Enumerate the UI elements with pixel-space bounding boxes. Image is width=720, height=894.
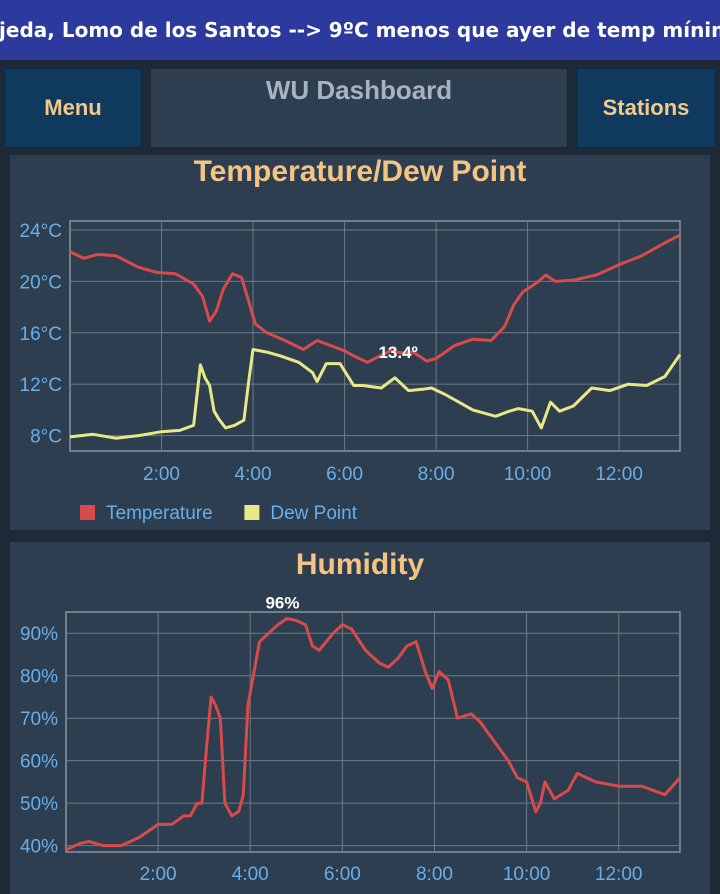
legend-swatch [80,505,95,520]
menu-button[interactable]: Menu [4,68,142,148]
peak-annotation: 13.4º [378,343,417,362]
x-tick-label: 8:00 [416,864,453,885]
y-tick-label: 60% [20,752,58,773]
humidity-panel-title: Humidity [295,548,425,581]
series-line-dew-point [69,348,682,440]
x-tick-label: 10:00 [504,464,552,485]
menu-button-label: Menu [44,95,102,120]
dashboard-title: WU Dashboard [265,75,453,105]
announcement-banner: Tejeda, Lomo de los Santos --> 9ºC menos… [0,0,720,60]
x-tick-label: 2:00 [143,464,180,485]
x-tick-label: 4:00 [232,864,269,885]
x-tick-label: 6:00 [324,864,361,885]
humidity-panel: Humidity 2:00 4:00 6:00 8:00 10:00 12:00 40% 50… [10,542,710,894]
x-tick-label: 4:00 [235,464,272,485]
humidity-chart: 2:00 4:00 6:00 8:00 10:00 12:00 40% 50% 60% 70% 80… [20,593,682,885]
temperature-panel: Temperature/Dew Point 2:00 4:00 6:00 8:00 10… [10,155,710,530]
legend-label: Temperature [106,503,213,524]
legend-swatch [244,505,260,520]
peak-annotation: 96% [265,593,299,612]
x-tick-label: 6:00 [326,464,363,485]
series-line-humidity [65,616,682,852]
series-line-temperature [69,233,681,364]
y-tick-label: 80% [20,667,58,688]
y-tick-label: 16°C [20,324,62,345]
dashboard-title-box: WU Dashboard [150,68,568,148]
x-tick-label: 2:00 [140,864,177,885]
stations-button-label: Stations [602,95,690,120]
plot-frame [69,220,681,452]
stations-button[interactable]: Stations [576,68,716,148]
y-tick-label: 20°C [20,272,62,293]
temperature-dewpoint-chart: 2:00 4:00 6:00 8:00 10:00 12:00 8°C 12°C 16°C 20°… [20,220,682,524]
y-tick-label: 90% [20,624,58,645]
y-tick-label: 12°C [20,375,62,396]
x-tick-label: 12:00 [595,864,643,885]
plot-frame [65,611,681,853]
y-tick-label: 40% [20,837,58,858]
x-tick-label: 10:00 [503,864,551,885]
y-tick-label: 50% [20,794,58,815]
y-tick-label: 8°C [30,427,62,448]
temperature-panel-title: Temperature/Dew Point [193,155,527,188]
banner-text: Tejeda, Lomo de los Santos --> 9ºC menos… [0,18,720,42]
y-tick-label: 70% [20,709,58,730]
x-tick-label: 8:00 [418,464,455,485]
legend-label: Dew Point [270,503,357,524]
y-tick-label: 24°C [20,221,62,242]
x-tick-label: 12:00 [595,464,643,485]
